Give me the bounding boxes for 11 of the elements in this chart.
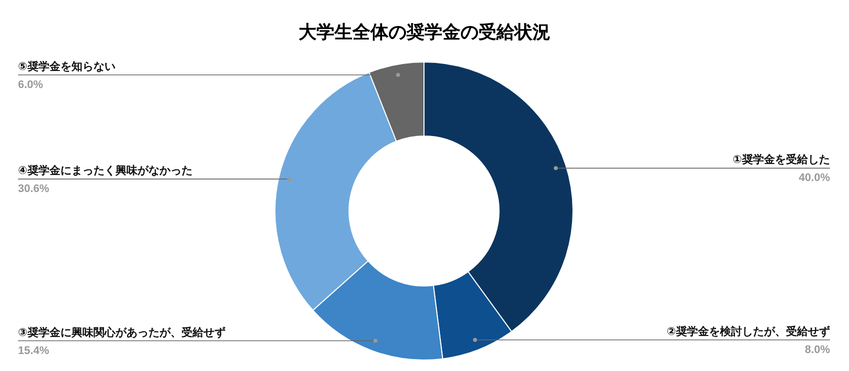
data-label: 6.0% xyxy=(18,78,44,91)
slice-label: ①奨学金を受給した xyxy=(732,153,830,166)
chart-title: 大学生全体の奨学金の受給状況 xyxy=(298,22,550,42)
slice-label: ③奨学金に興味関心があったが、受給せず xyxy=(18,326,226,339)
data-label: 8.0% xyxy=(804,344,830,356)
slice-label: ④奨学金にまったく興味がなかった xyxy=(18,164,192,178)
data-label: 40.0% xyxy=(798,172,830,184)
data-label: 30.6% xyxy=(18,183,50,196)
data-label: 15.4% xyxy=(18,344,50,357)
slice-label: ⑤奨学金を知らない xyxy=(18,60,116,73)
slice-label: ②奨学金を検討したが、受給せず xyxy=(666,324,830,338)
